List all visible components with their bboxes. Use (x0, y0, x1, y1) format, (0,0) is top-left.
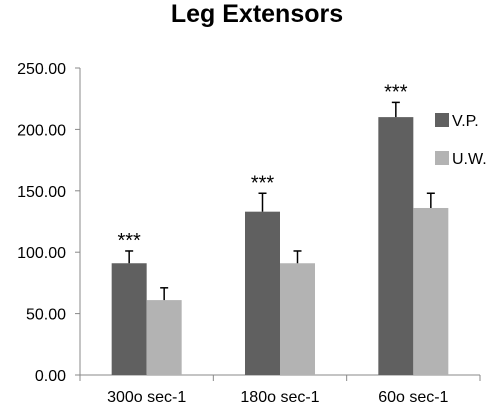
y-tick-label: 150.00 (17, 184, 66, 201)
bar-vp-2 (378, 117, 414, 376)
y-tick-label: 200.00 (17, 122, 66, 139)
y-tick-label: 50.00 (26, 307, 66, 324)
significance-label: *** (251, 172, 275, 194)
legend-swatch (435, 113, 449, 127)
y-tick-label: 100.00 (17, 245, 66, 262)
error-bars (125, 101, 435, 301)
x-tick-label: 180o sec-1 (240, 389, 319, 406)
chart-title: Leg Extensors (171, 0, 343, 28)
significance-label: *** (117, 230, 141, 252)
y-tick-label: 250.00 (17, 61, 66, 78)
bar-uw-1 (280, 263, 315, 375)
bar-uw-0 (146, 300, 182, 375)
significance-annotations: *** *** *** (117, 81, 407, 252)
bar-vp-1 (245, 211, 280, 375)
y-tick-label: 0.00 (35, 368, 66, 385)
legend-label: U.W. (452, 151, 487, 168)
legend-label: V.P. (452, 113, 479, 130)
x-tick-label: 300o sec-1 (107, 389, 186, 406)
bars (111, 117, 449, 376)
legend-swatch (435, 151, 449, 165)
bar-uw-2 (413, 207, 449, 375)
significance-label: *** (384, 81, 408, 103)
x-axis: 300o sec-1 180o sec-1 60o sec-1 (79, 374, 481, 406)
legend: V.P. U.W. (435, 113, 487, 168)
x-tick-label: 60o sec-1 (378, 389, 448, 406)
y-axis: 0.00 50.00 100.00 150.00 200.00 250.00 (17, 61, 81, 385)
bar-vp-0 (111, 263, 147, 375)
